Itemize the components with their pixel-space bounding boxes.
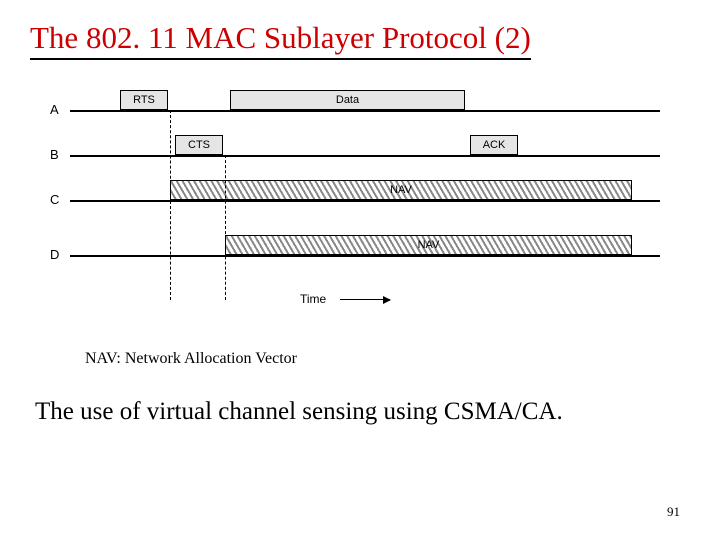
timeline-b bbox=[70, 155, 660, 157]
timing-diagram: A B C D RTS Data CTS ACK NAV NAV Time bbox=[50, 100, 660, 350]
nav-d-box: NAV bbox=[225, 235, 632, 255]
rts-box: RTS bbox=[120, 90, 168, 110]
timeline-c bbox=[70, 200, 660, 202]
timeline-a bbox=[70, 110, 660, 112]
cts-box: CTS bbox=[175, 135, 223, 155]
time-arrow bbox=[340, 299, 390, 300]
row-label-d: D bbox=[50, 247, 59, 262]
nav-caption: NAV: Network Allocation Vector bbox=[85, 350, 690, 368]
row-label-b: B bbox=[50, 147, 59, 162]
page-title: The 802. 11 MAC Sublayer Protocol (2) bbox=[30, 20, 531, 60]
page-number: 91 bbox=[667, 504, 680, 520]
dashed-line-1 bbox=[170, 110, 171, 300]
time-label: Time bbox=[300, 292, 326, 306]
nav-c-box: NAV bbox=[170, 180, 632, 200]
ack-box: ACK bbox=[470, 135, 518, 155]
row-label-a: A bbox=[50, 102, 59, 117]
timeline-d bbox=[70, 255, 660, 257]
row-label-c: C bbox=[50, 192, 59, 207]
dashed-line-2 bbox=[225, 155, 226, 300]
bottom-caption: The use of virtual channel sensing using… bbox=[35, 398, 690, 426]
data-box: Data bbox=[230, 90, 465, 110]
